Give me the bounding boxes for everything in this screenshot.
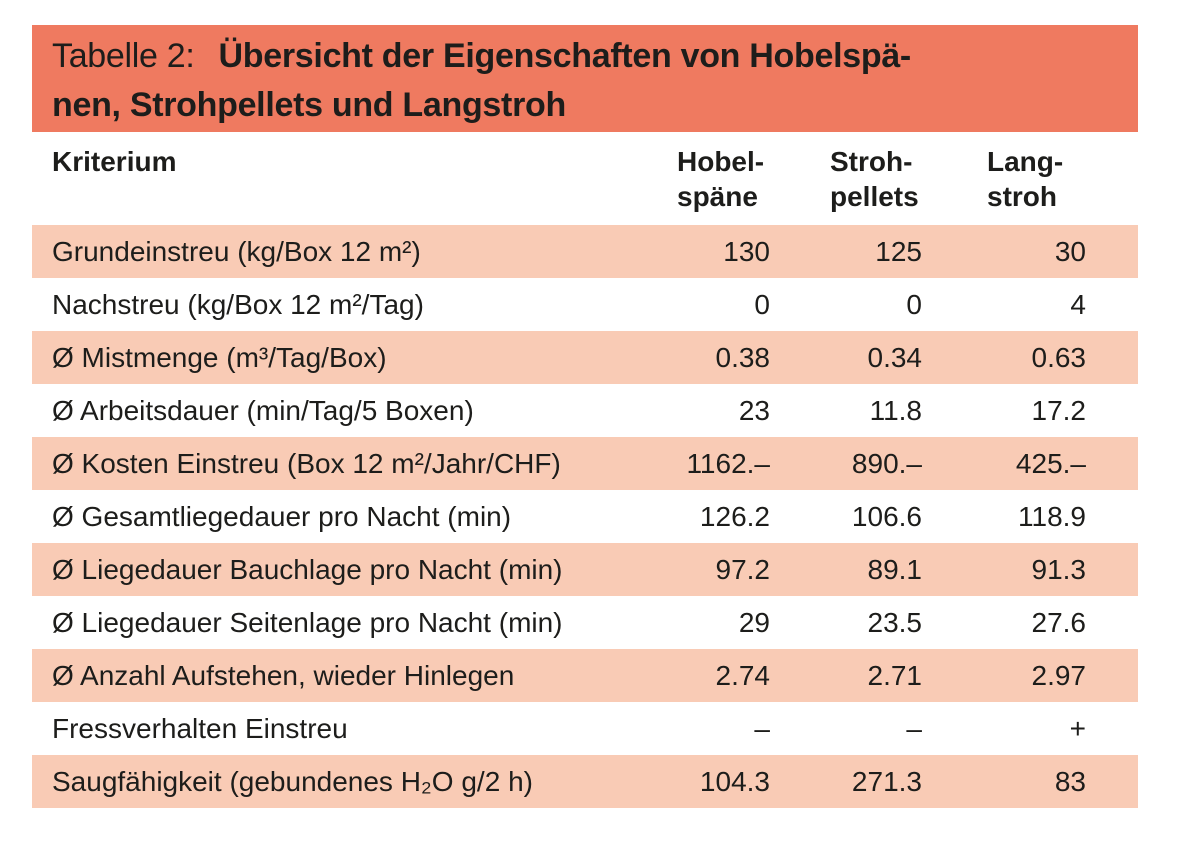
row-value-langstroh: 83 <box>1054 765 1086 797</box>
row-value-strohpellets: 89.1 <box>867 553 923 585</box>
row-value-langstroh: 30 <box>1054 235 1086 267</box>
row-value-strohpellets: 890.– <box>851 447 922 479</box>
row-value-strohpellets: 125 <box>875 235 922 267</box>
row-value-langstroh: 425.– <box>1015 447 1086 479</box>
row-label: Ø Liegedauer Bauchlage pro Nacht (min) <box>52 553 563 585</box>
row-label: Ø Anzahl Aufstehen, wieder Hinlegen <box>52 659 515 691</box>
row-value-hobelspaene: 104.3 <box>699 765 770 797</box>
table-row: Grundeinstreu (kg/Box 12 m²) 130 125 30 <box>32 225 1138 278</box>
row-value-hobelspaene: 0 <box>754 288 770 320</box>
row-label: Ø Gesamtliegedauer pro Nacht (min) <box>52 500 512 532</box>
table-row: Ø Arbeitsdauer (min/Tag/5 Boxen) 23 11.8… <box>32 384 1138 437</box>
row-value-strohpellets: 2.71 <box>867 659 923 691</box>
table-row: Ø Gesamtliegedauer pro Nacht (min) 126.2… <box>32 490 1138 543</box>
row-label: Nachstreu (kg/Box 12 m²/Tag) <box>52 288 424 320</box>
header-langstroh: Lang- stroh <box>987 146 1064 212</box>
row-label: Grundeinstreu (kg/Box 12 m²) <box>52 235 421 267</box>
table-header-row: Kriterium Hobel- späne Stroh- pellets La… <box>32 132 1138 225</box>
header-kriterium: Kriterium <box>52 146 177 177</box>
row-value-langstroh: + <box>1069 712 1086 744</box>
table-row: Ø Kosten Einstreu (Box 12 m²/Jahr/CHF) 1… <box>32 437 1138 490</box>
row-value-hobelspaene: 2.74 <box>715 659 771 691</box>
properties-table: Tabelle 2: Übersicht der Eigenschaften vo… <box>32 25 1138 808</box>
table-row: Ø Anzahl Aufstehen, wieder Hinlegen 2.74… <box>32 649 1138 702</box>
row-value-strohpellets: 11.8 <box>869 394 922 426</box>
table-row: Fressverhalten Einstreu – – + <box>32 702 1138 755</box>
row-label: Ø Arbeitsdauer (min/Tag/5 Boxen) <box>52 394 474 426</box>
row-label: Ø Mistmenge (m³/Tag/Box) <box>52 341 387 373</box>
table-row: Saugfähigkeit (gebundenes H₂O g/2 h) 104… <box>32 755 1138 808</box>
row-value-hobelspaene: – <box>754 712 770 744</box>
row-value-strohpellets: 0.34 <box>867 341 923 373</box>
row-value-langstroh: 4 <box>1070 288 1086 320</box>
header-hobelspaene: Hobel- späne <box>677 146 765 212</box>
row-value-hobelspaene: 97.2 <box>715 553 771 585</box>
table-title-line1: Tabelle 2: Übersicht der Eigenschaften vo… <box>52 32 1122 81</box>
row-value-hobelspaene: 29 <box>738 606 770 638</box>
table-title-text2: nen, Strohpellets und Langstroh <box>52 86 566 124</box>
table-row: Ø Mistmenge (m³/Tag/Box) 0.38 0.34 0.63 <box>32 331 1138 384</box>
table-number-label: Tabelle 2: <box>52 37 195 75</box>
table-row: Ø Liegedauer Bauchlage pro Nacht (min) 9… <box>32 543 1138 596</box>
row-value-langstroh: 17.2 <box>1031 394 1087 426</box>
row-value-hobelspaene: 23 <box>738 394 770 426</box>
row-value-langstroh: 0.63 <box>1031 341 1087 373</box>
row-label: Ø Kosten Einstreu (Box 12 m²/Jahr/CHF) <box>52 447 561 479</box>
row-value-langstroh: 118.9 <box>1018 500 1086 532</box>
row-value-langstroh: 91.3 <box>1031 553 1087 585</box>
row-label: Fressverhalten Einstreu <box>52 712 348 744</box>
row-value-hobelspaene: 1162.– <box>686 447 770 479</box>
row-value-langstroh: 27.6 <box>1031 606 1087 638</box>
row-value-strohpellets: 23.5 <box>867 606 923 638</box>
row-label: Saugfähigkeit (gebundenes H₂O g/2 h) <box>52 765 533 797</box>
table-title-block: Tabelle 2: Übersicht der Eigenschaften vo… <box>32 25 1138 132</box>
table-row: Ø Liegedauer Seitenlage pro Nacht (min) … <box>32 596 1138 649</box>
row-value-hobelspaene: 126.2 <box>699 500 770 532</box>
table-title-text1: Übersicht der Eigenschaften von Hobelspä… <box>218 37 912 75</box>
row-value-strohpellets: 271.3 <box>851 765 922 797</box>
table-body: Grundeinstreu (kg/Box 12 m²) 130 125 30 … <box>32 225 1138 808</box>
row-value-strohpellets: 0 <box>906 288 922 320</box>
row-label: Ø Liegedauer Seitenlage pro Nacht (min) <box>52 606 563 638</box>
header-strohpellets: Stroh- pellets <box>830 146 919 212</box>
row-value-hobelspaene: 130 <box>723 235 770 267</box>
row-value-hobelspaene: 0.38 <box>715 341 771 373</box>
row-value-strohpellets: 106.6 <box>851 500 922 532</box>
row-value-strohpellets: – <box>906 712 922 744</box>
row-value-langstroh: 2.97 <box>1031 659 1087 691</box>
table-row: Nachstreu (kg/Box 12 m²/Tag) 0 0 4 <box>32 278 1138 331</box>
